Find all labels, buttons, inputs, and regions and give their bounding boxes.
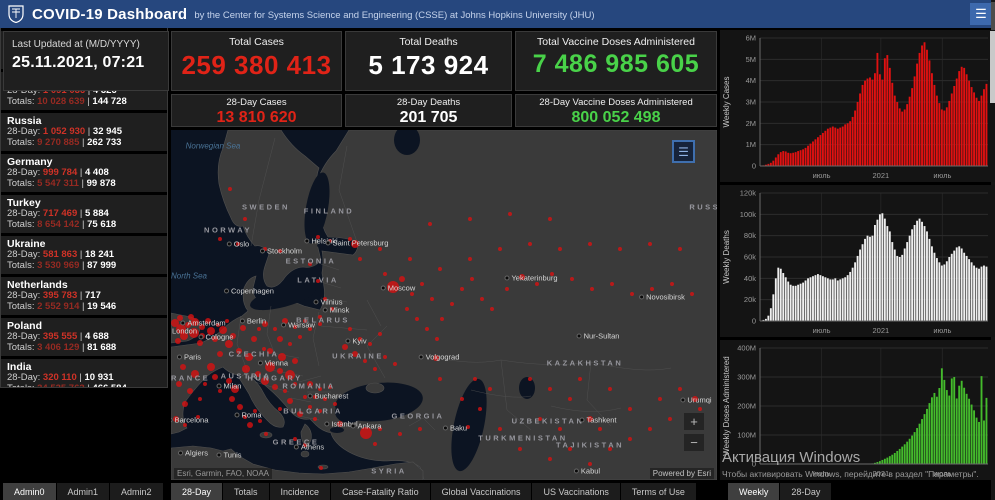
svg-text:Weekly Doses Administered: Weekly Doses Administered — [722, 356, 731, 455]
total-deaths-label: Total Deaths — [399, 36, 458, 48]
tab-incidence[interactable]: Incidence — [269, 483, 331, 500]
page-subtitle: by the Center for Systems Science and En… — [194, 10, 595, 21]
land-crimea — [365, 382, 385, 394]
tab-case-fatality-ratio[interactable]: Case-Fatality Ratio — [331, 483, 430, 500]
inland-seas — [250, 130, 535, 472]
svg-text:6M: 6M — [746, 34, 756, 43]
svg-text:300M: 300M — [737, 373, 756, 382]
svg-text:0: 0 — [752, 317, 756, 326]
day28-cases-panel: 28-Day Cases 13 810 620 — [171, 94, 342, 127]
land-peloponnese — [300, 450, 310, 458]
svg-text:40k: 40k — [744, 274, 756, 283]
zoom-in-button[interactable]: + — [683, 412, 705, 431]
svg-text:2021: 2021 — [872, 171, 889, 180]
tab-global-vaccinations[interactable]: Global Vaccinations — [430, 483, 532, 500]
svg-text:0: 0 — [752, 460, 756, 469]
tab-admin2[interactable]: Admin2 — [110, 483, 163, 500]
total-cases-label: Total Cases — [229, 36, 284, 48]
weekly-doses-chart: июль 2021 июль 0 100M 200M 300M 400M Weekly Dose… — [720, 340, 995, 480]
svg-text:Weekly Deaths: Weekly Deaths — [722, 230, 731, 284]
case-markers — [171, 187, 702, 470]
day28-deaths-label: 28-Day Deaths — [396, 97, 461, 108]
svg-text:60k: 60k — [744, 253, 756, 262]
day28-vaccine-value: 800 052 498 — [571, 109, 661, 126]
total-vaccine-label: Total Vaccine Doses Administered — [537, 36, 695, 48]
total-vaccine-panel: Total Vaccine Doses Administered 7 486 9… — [515, 31, 717, 91]
total-deaths-value: 5 173 924 — [368, 50, 489, 80]
powered-by-esri[interactable]: Powered by Esri — [649, 468, 714, 479]
list-item[interactable]: Turkey 28-Day: 717 469 | 5 884 Totals: 8 6… — [1, 195, 167, 233]
map-zoom-controls: + − — [683, 412, 705, 454]
total-deaths-panel: Total Deaths 5 173 924 — [345, 31, 512, 91]
svg-text:5M: 5M — [746, 55, 756, 64]
tab-weekly[interactable]: Weekly — [728, 483, 780, 500]
list-item[interactable]: Poland 28-Day: 395 555 | 4 688 Totals: 3 4… — [1, 318, 167, 356]
land-greece — [300, 423, 312, 449]
zoom-out-button[interactable]: − — [683, 433, 705, 452]
page-scrollbar-thumb[interactable] — [990, 31, 995, 103]
day28-cases-label: 28-Day Cases — [226, 97, 287, 108]
svg-text:4M: 4M — [746, 76, 756, 85]
list-item[interactable]: Ukraine 28-Day: 581 863 | 18 241 Totals: 3… — [1, 236, 167, 274]
svg-text:июль: июль — [933, 171, 951, 180]
last-updated-label: Last Updated at (M/D/YYYY) — [12, 39, 140, 50]
admin-tabs: Admin0 Admin1 Admin2 — [3, 483, 163, 500]
svg-text:400M: 400M — [737, 344, 756, 353]
svg-text:июль: июль — [933, 469, 951, 478]
day28-deaths-panel: 28-Day Deaths 201 705 — [345, 94, 512, 127]
tab-admin0[interactable]: Admin0 — [3, 483, 56, 500]
list-item[interactable]: India 28-Day: 320 110 | 10 931 Totals: 34 … — [1, 359, 167, 387]
svg-text:0: 0 — [752, 162, 756, 171]
total-vaccine-value: 7 486 985 605 — [532, 50, 700, 78]
svg-text:100k: 100k — [740, 210, 757, 219]
svg-text:20k: 20k — [744, 295, 756, 304]
last-updated-value: 25.11.2021, 07:21 — [12, 54, 145, 71]
last-updated-panel: Last Updated at (M/D/YYYY) 25.11.2021, 0… — [3, 31, 169, 91]
land-italy — [238, 373, 285, 428]
svg-text:120k: 120k — [740, 189, 757, 198]
svg-text:июль: июль — [813, 326, 831, 335]
page-title: COVID-19 Dashboard — [32, 5, 188, 23]
day28-deaths-value: 201 705 — [399, 109, 458, 126]
layers-icon[interactable]: ☰ — [672, 140, 695, 163]
list-item[interactable]: Russia 28-Day: 1 052 930 | 32 945 Totals: … — [1, 113, 167, 151]
tab-terms-of-use[interactable]: Terms of Use — [620, 483, 696, 500]
tab-us-vaccinations[interactable]: US Vaccinations — [532, 483, 620, 500]
tab-28-day[interactable]: 28-Day — [171, 483, 223, 500]
chart-period-tabs: Weekly 28-Day — [728, 483, 832, 500]
map-canvas — [171, 130, 717, 480]
list-item[interactable]: Netherlands 28-Day: 395 783 | 717 Totals: … — [1, 277, 167, 315]
list-item[interactable]: Germany 28-Day: 999 784 | 4 408 Totals: 5 … — [1, 154, 167, 192]
svg-text:2021: 2021 — [872, 326, 889, 335]
hamburger-menu-icon[interactable]: ☰ — [970, 3, 992, 25]
svg-text:июль: июль — [813, 171, 831, 180]
day28-vaccine-panel: 28-Day Vaccine Doses Administered 800 05… — [515, 94, 717, 127]
header-bar: COVID-19 Dashboard by the Center for Sys… — [0, 0, 995, 28]
svg-text:Weekly Cases: Weekly Cases — [722, 77, 731, 128]
svg-text:3M: 3M — [746, 98, 756, 107]
tab-28-day[interactable]: 28-Day — [780, 483, 832, 500]
tab-totals[interactable]: Totals — [223, 483, 269, 500]
day28-vaccine-label: 28-Day Vaccine Doses Administered — [539, 97, 693, 108]
tab-admin1[interactable]: Admin1 — [56, 483, 110, 500]
svg-text:100M: 100M — [737, 431, 756, 440]
map-view-tabs: 28-Day Totals Incidence Case-Fatality Ratio… — [171, 483, 696, 500]
svg-text:2021: 2021 — [872, 469, 889, 478]
jhu-shield-logo — [8, 5, 24, 23]
svg-text:80k: 80k — [744, 231, 756, 240]
land-africa — [171, 445, 424, 480]
svg-text:2M: 2M — [746, 119, 756, 128]
svg-text:июль: июль — [933, 326, 951, 335]
weekly-cases-chart: июль 2021 июль 0 1M 2M 3M 4M 5M 6M Weekly Cases — [720, 30, 995, 182]
day28-cases-value: 13 810 620 — [216, 109, 297, 126]
svg-text:200M: 200M — [737, 402, 756, 411]
weekly-deaths-chart: июль 2021 июль 0 20k 40k 60k 80k 100k 120k Weekly … — [720, 185, 995, 337]
world-map[interactable]: Norwegian Sea North Sea NORWAY SWEDEN FINLAN… — [171, 130, 717, 480]
svg-text:июль: июль — [813, 469, 831, 478]
map-attribution: Esri, Garmin, FAO, NOAA — [174, 468, 273, 479]
total-cases-panel: Total Cases 259 380 413 — [171, 31, 342, 91]
total-cases-value: 259 380 413 — [181, 50, 332, 80]
svg-text:1M: 1M — [746, 140, 756, 149]
